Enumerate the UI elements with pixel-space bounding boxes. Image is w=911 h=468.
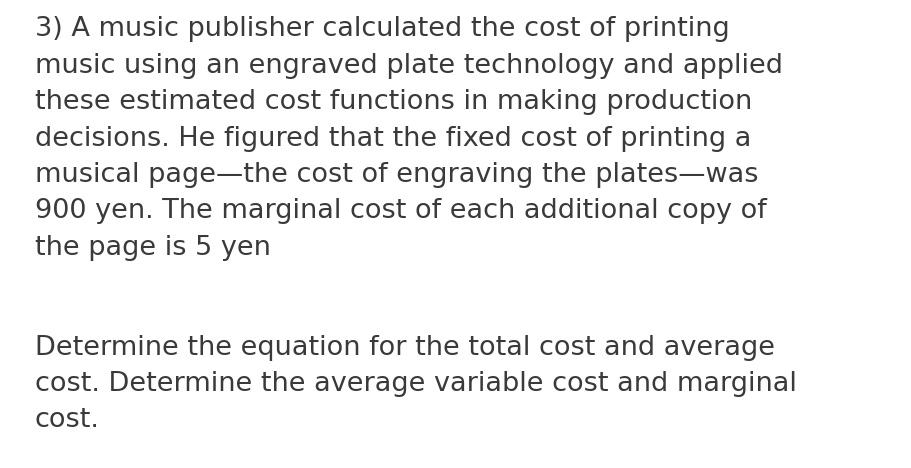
Text: 3) A music publisher calculated the cost of printing
music using an engraved pla: 3) A music publisher calculated the cost… bbox=[35, 16, 783, 261]
Text: Determine the equation for the total cost and average
cost. Determine the averag: Determine the equation for the total cos… bbox=[35, 335, 796, 433]
